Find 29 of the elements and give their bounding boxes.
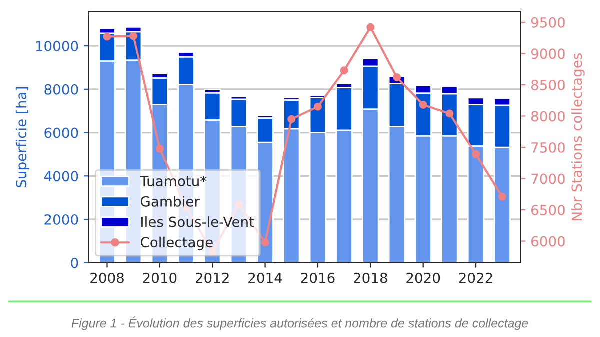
y2-tick-label: 6000: [531, 236, 565, 247]
y-tick-label: 6000: [44, 128, 78, 138]
x-tick-label: 2020: [406, 272, 440, 284]
y-tick-label: 10000: [36, 41, 78, 52]
y2-axis-title: Nbr Stations collectages: [571, 54, 585, 220]
y2-tick-label: 7500: [532, 142, 565, 153]
x-tick-label: 2018: [354, 272, 388, 284]
y2-tick-label: 8000: [531, 111, 565, 122]
x-tick-label: 2014: [248, 272, 282, 284]
x-tick-label: 2022: [459, 272, 492, 284]
caption: Figure 1 - Évolution des superficies autorisées et nombre de stations de collectage: [72, 316, 528, 330]
y-tick-label: 0: [71, 258, 78, 268]
x-tick-label: 2010: [143, 272, 177, 284]
y-tick-label: 4000: [44, 171, 78, 182]
legend-label: Collectage: [140, 236, 213, 250]
y2-tick-label: 9500: [531, 17, 565, 28]
legend-label: Tuamotu*: [140, 176, 207, 187]
y2-tick-label: 8500: [531, 80, 565, 90]
y-axis-title: Superficie [ha]: [16, 88, 30, 188]
y2-tick-label: 9000: [531, 48, 565, 60]
legend-label: Iles Sous-le-Vent: [142, 216, 254, 228]
x-tick-label: 2008: [90, 272, 124, 284]
legend-label: Gambier: [140, 196, 200, 207]
y-tick-label: 2000: [44, 214, 78, 225]
x-tick-label: 2016: [301, 272, 335, 284]
y2-tick-label: 6500: [531, 204, 565, 216]
y-tick-label: 8000: [44, 84, 78, 95]
x-tick-label: 2012: [196, 272, 229, 284]
y2-tick-label: 7000: [532, 174, 565, 184]
